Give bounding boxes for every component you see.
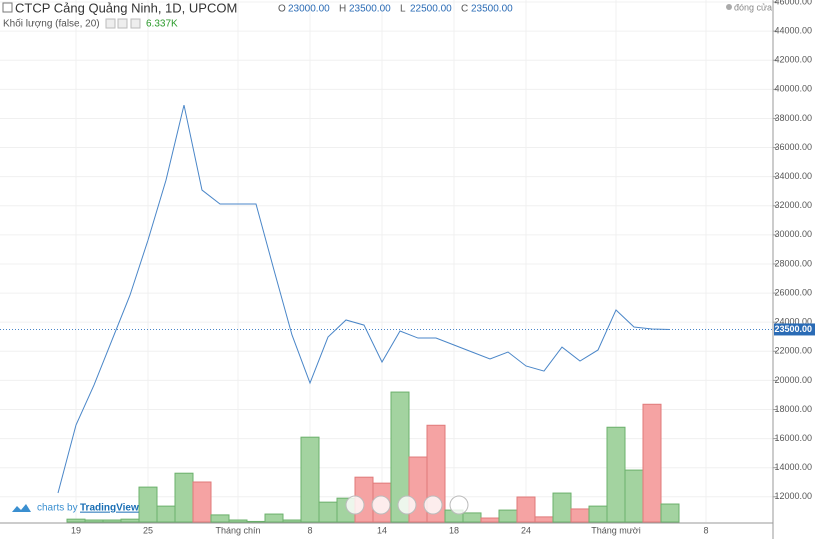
volume-bar xyxy=(84,519,104,523)
y-tick-label: 44000.00 xyxy=(774,26,812,36)
y-tick-label: 42000.00 xyxy=(774,55,812,65)
y-tick-label: 34000.00 xyxy=(774,171,812,181)
y-tick-label: 36000.00 xyxy=(774,142,812,152)
x-tick-label: 18 xyxy=(449,525,459,535)
x-tick-label: 14 xyxy=(377,525,387,535)
watermark-brand[interactable]: TradingView xyxy=(80,503,139,514)
volume-bar xyxy=(318,501,338,523)
y-tick-label: 38000.00 xyxy=(774,113,812,123)
volume-legend: Khối lượng (false, 20) xyxy=(3,18,100,30)
chart-title: CTCP Cảng Quảng Ninh, 1D, UPCOM xyxy=(15,0,237,15)
volume-bar xyxy=(462,512,482,523)
ohlc-value: 23500.00 xyxy=(471,4,513,15)
watermark: charts by xyxy=(37,503,78,514)
y-tick-label: 14000.00 xyxy=(774,462,812,472)
volume-bar xyxy=(192,481,212,523)
ohlc-key: O xyxy=(278,4,286,15)
zoom-out[interactable] xyxy=(371,495,391,515)
volume-bar xyxy=(552,492,572,523)
volume-bar xyxy=(660,503,680,523)
volume-bar xyxy=(498,509,518,523)
y-tick-label: 22000.00 xyxy=(774,346,812,356)
price-line xyxy=(57,104,671,494)
last-price-label: 23500.00 xyxy=(774,324,812,334)
scroll-left[interactable] xyxy=(345,495,365,515)
x-tick-label: 8 xyxy=(703,525,708,535)
volume-bar xyxy=(174,472,194,523)
legend-entry: đóng cửa xyxy=(734,2,772,12)
zoom-controls xyxy=(345,495,469,515)
last-price-box xyxy=(774,323,815,336)
y-tick-label: 28000.00 xyxy=(774,258,812,268)
legend-dot xyxy=(726,4,732,10)
volume-bar xyxy=(534,516,554,523)
plot xyxy=(0,104,773,494)
volume-bar xyxy=(228,519,248,523)
volume-bar xyxy=(606,426,626,523)
collapse-icon[interactable] xyxy=(2,2,13,13)
volume-value: 6.337K xyxy=(146,19,178,30)
ohlc-value: 23000.00 xyxy=(288,4,330,15)
volume-bar xyxy=(480,517,500,523)
reset[interactable] xyxy=(397,495,417,515)
x-tick-label: 25 xyxy=(143,525,153,535)
y-tick-label: 12000.00 xyxy=(774,491,812,501)
icon[interactable] xyxy=(130,18,141,29)
x-tick-label: 19 xyxy=(71,525,81,535)
y-tick-label: 40000.00 xyxy=(774,84,812,94)
axes: 12000.00 14000.00 16000.00 18000.00 20000.00… xyxy=(71,0,815,535)
scroll-right[interactable] xyxy=(449,495,469,515)
x-tick-label: 24 xyxy=(521,525,531,535)
volume-bar xyxy=(156,505,176,523)
volume-bar xyxy=(102,519,122,523)
volume-bar xyxy=(120,518,140,523)
volume-bar xyxy=(282,519,302,523)
x-tick-label: Tháng mười xyxy=(591,525,640,535)
volume-bar xyxy=(570,508,590,523)
volume-bar xyxy=(210,514,230,523)
y-tick-label: 16000.00 xyxy=(774,433,812,443)
volume-bar xyxy=(66,518,86,523)
ohlc: O 23000.00 H 23500.00 L 22500.00 C 23500.00 xyxy=(278,4,513,15)
y-tick-label: 30000.00 xyxy=(774,229,812,239)
volume-bar xyxy=(300,436,320,523)
zoom-in[interactable] xyxy=(423,495,443,515)
volume-bar xyxy=(642,403,662,523)
ohlc-value: 23500.00 xyxy=(349,4,391,15)
volume-bar xyxy=(516,496,536,523)
ohlc-key: H xyxy=(339,4,346,15)
y-tick-label: 20000.00 xyxy=(774,375,812,385)
y-tick-label: 32000.00 xyxy=(774,200,812,210)
ohlc-key: C xyxy=(461,4,468,15)
y-tick-label: 26000.00 xyxy=(774,287,812,297)
x-tick-label: Tháng chín xyxy=(215,525,260,535)
volume-bar xyxy=(264,513,284,523)
volume-bar xyxy=(138,486,158,523)
y-tick-label: 18000.00 xyxy=(774,404,812,414)
ohlc-value: 22500.00 xyxy=(410,4,452,15)
tv-logo xyxy=(12,504,31,512)
volume-bar xyxy=(246,520,266,523)
x-tick-label: 8 xyxy=(307,525,312,535)
ohlc-key: L xyxy=(400,4,406,15)
y-tick-label: 46000.00 xyxy=(774,0,812,6)
grid xyxy=(0,0,773,522)
volume-bar xyxy=(624,469,644,523)
y-tick-label: 24000.00 xyxy=(774,317,812,327)
volume-bar xyxy=(588,505,608,523)
icon[interactable] xyxy=(105,18,116,29)
icon[interactable] xyxy=(117,18,128,29)
